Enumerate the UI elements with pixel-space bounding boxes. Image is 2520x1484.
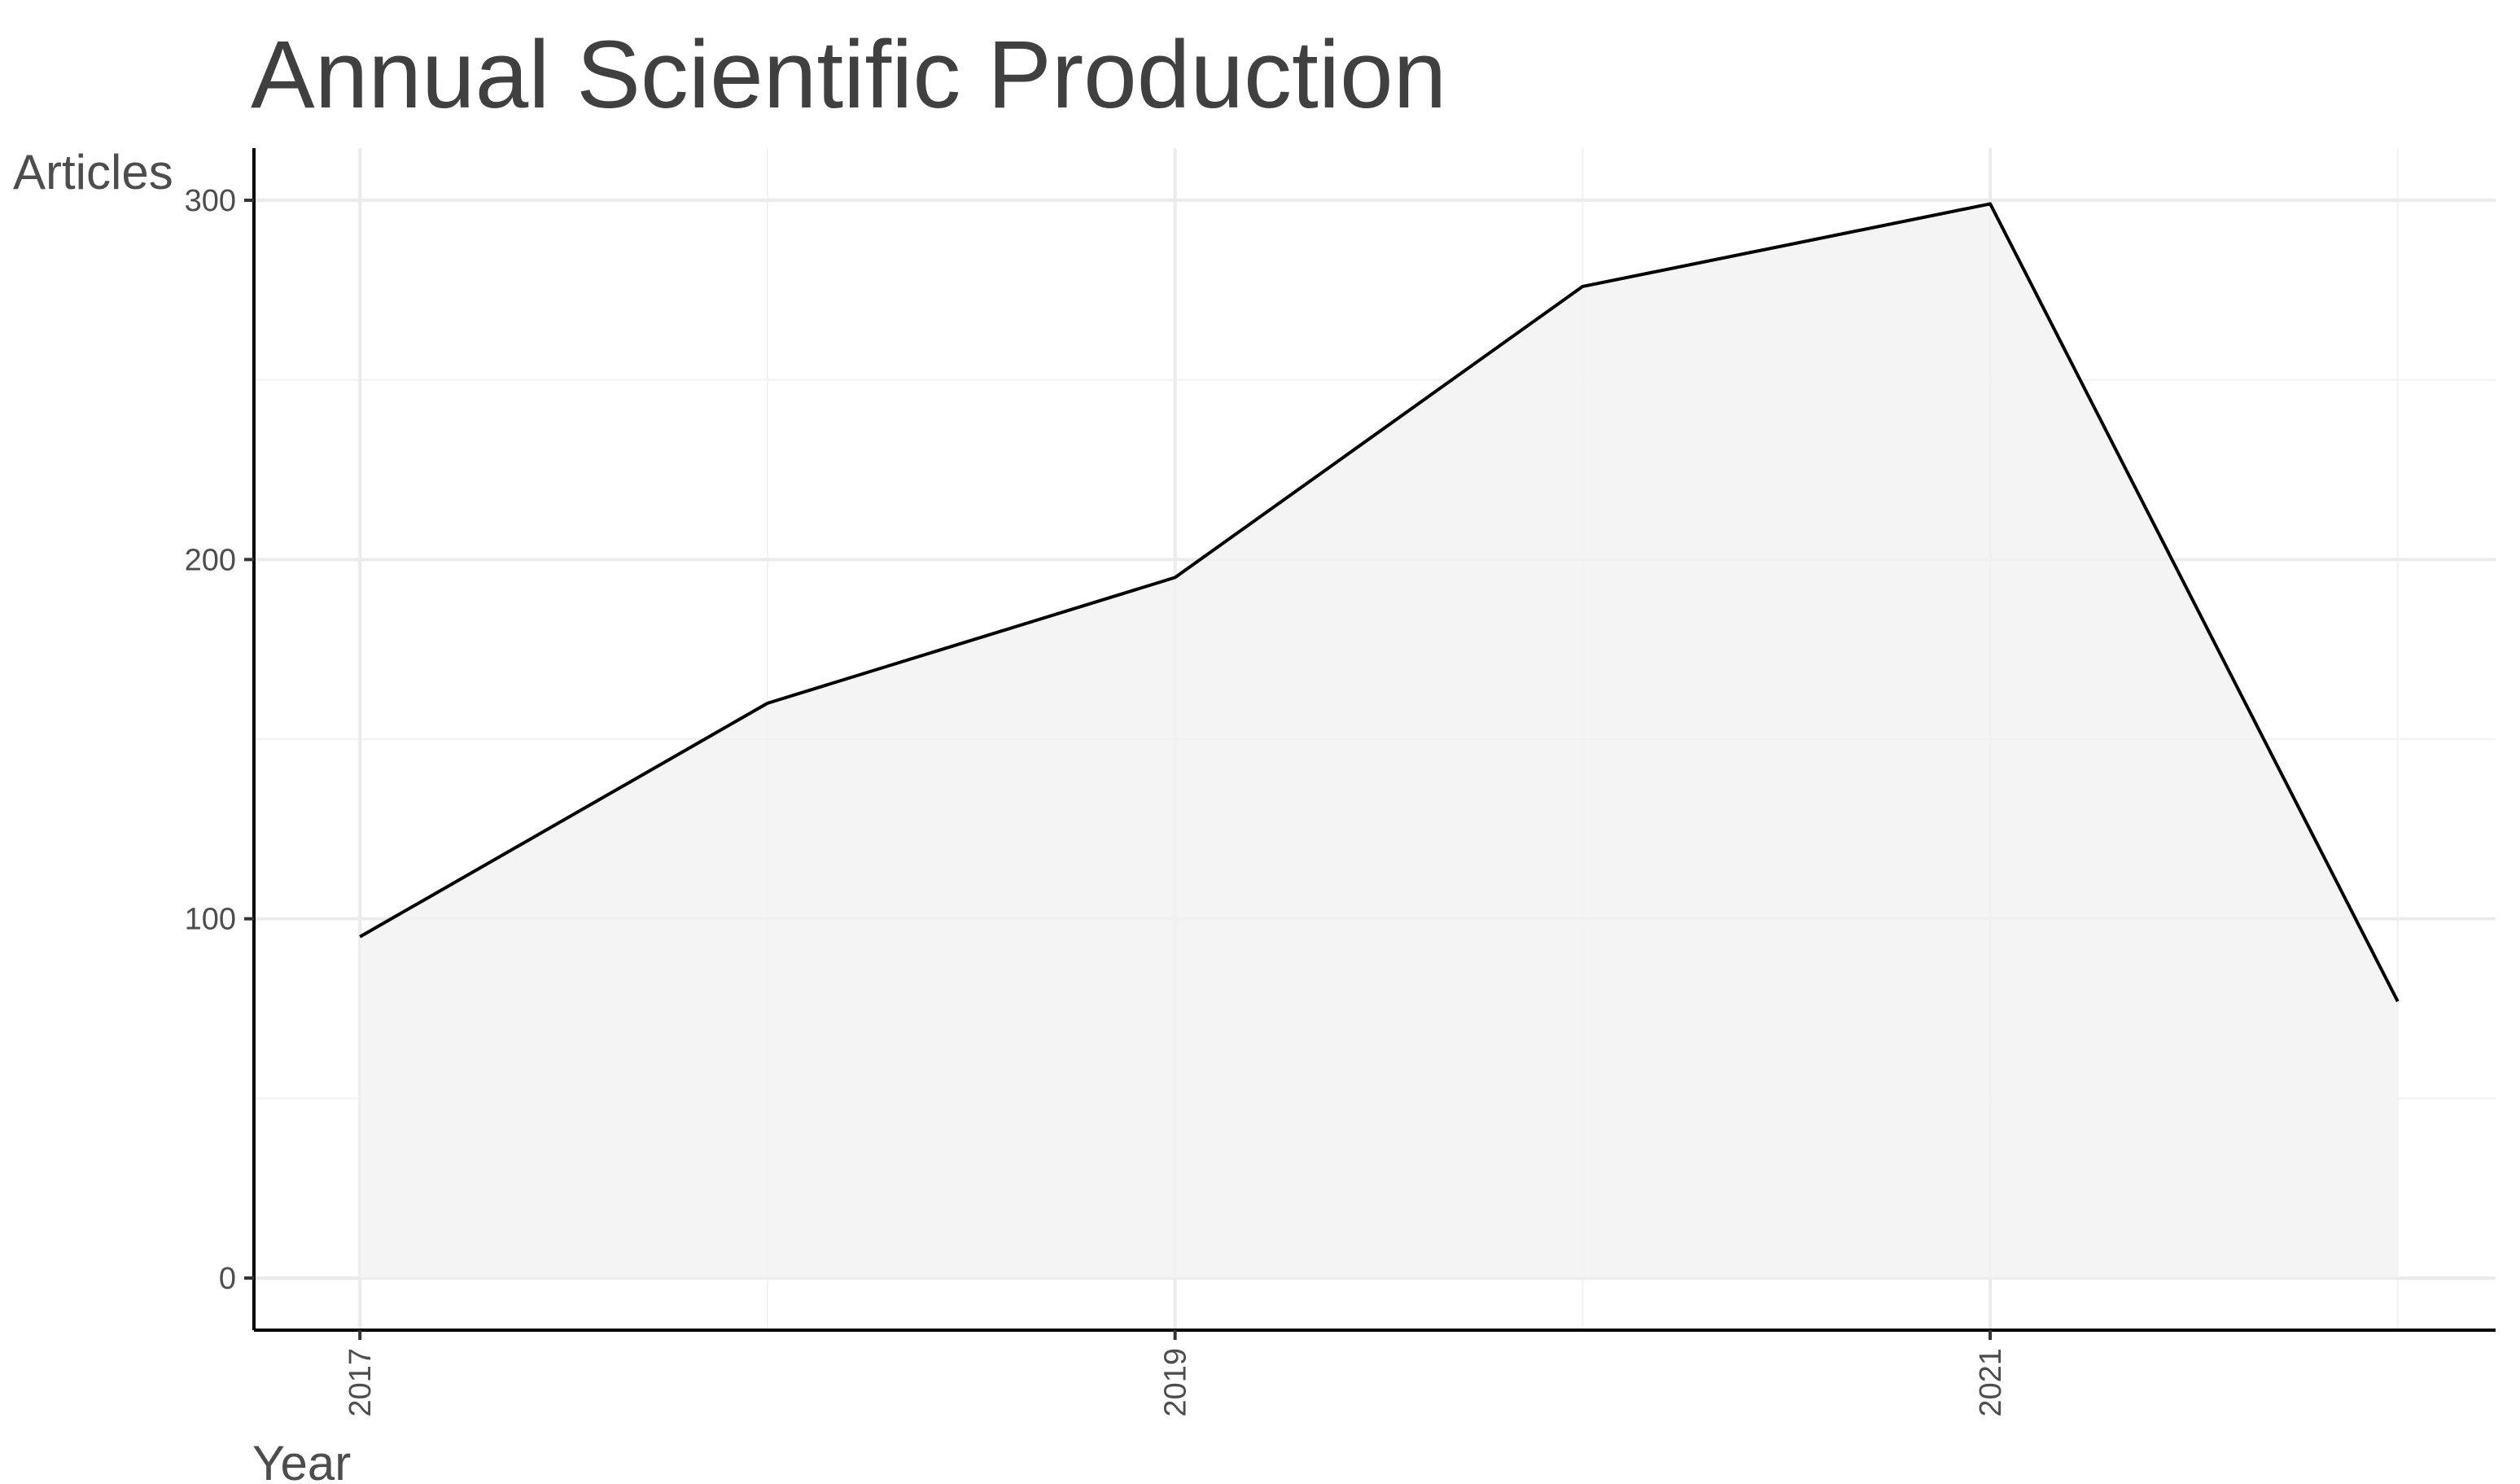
articles-area (360, 204, 2398, 1279)
x-axis-title: Year (252, 1436, 351, 1484)
y-tick-label: 0 (219, 1262, 236, 1296)
x-tick-label: 2017 (343, 1348, 378, 1417)
y-tick-label: 200 (185, 543, 236, 577)
y-axis-title: Articles (13, 145, 173, 199)
y-tick-label: 300 (185, 184, 236, 218)
chart-title: Annual Scientific Production (251, 21, 1446, 129)
y-tick-label: 100 (185, 903, 236, 937)
axes (252, 148, 2496, 1332)
tick-labels: 0 100 200 300 2017 2019 2021 (185, 184, 2009, 1417)
x-tick-label: 2019 (1159, 1348, 1193, 1417)
articles-line (359, 202, 2400, 1003)
data-points (360, 204, 2398, 1002)
x-tick-label: 2021 (1974, 1348, 2008, 1417)
